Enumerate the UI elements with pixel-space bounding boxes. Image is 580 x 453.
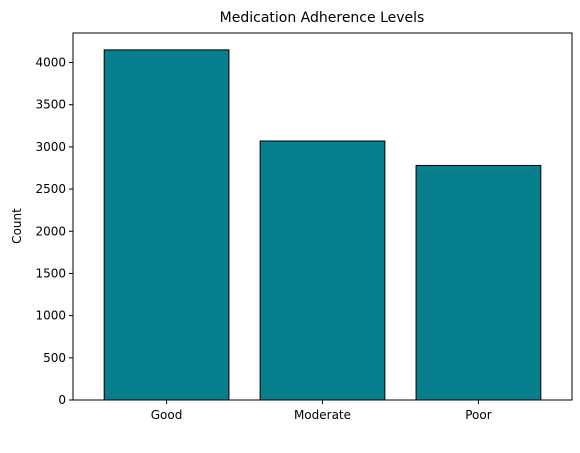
- y-ticks: 0 500 1000 1500 2000 2500 3000 3500 4000: [35, 56, 73, 407]
- y-tick-label: 4000: [35, 56, 66, 70]
- y-tick-label: 3500: [35, 98, 66, 112]
- plot-frame: [72, 32, 573, 401]
- bars: [103, 49, 542, 401]
- bar-poor: [415, 164, 542, 401]
- x-tick-label: Moderate: [294, 408, 351, 422]
- y-axis-label: Count: [10, 208, 24, 244]
- y-tick-label: 2000: [35, 224, 66, 238]
- y-tick-label: 3000: [35, 140, 66, 154]
- x-tick-label: Poor: [465, 408, 491, 422]
- bar-good: [103, 49, 230, 401]
- y-tick-label: 1000: [35, 309, 66, 323]
- y-tick-label: 1500: [35, 266, 66, 280]
- x-ticks: Good Moderate Poor: [151, 400, 492, 422]
- y-tick-label: 500: [43, 351, 66, 365]
- x-tick-label: Good: [151, 408, 183, 422]
- bar-moderate: [259, 140, 386, 401]
- chart-title: Medication Adherence Levels: [220, 10, 425, 26]
- y-tick-label: 2500: [35, 182, 66, 196]
- y-tick-label: 0: [58, 393, 66, 407]
